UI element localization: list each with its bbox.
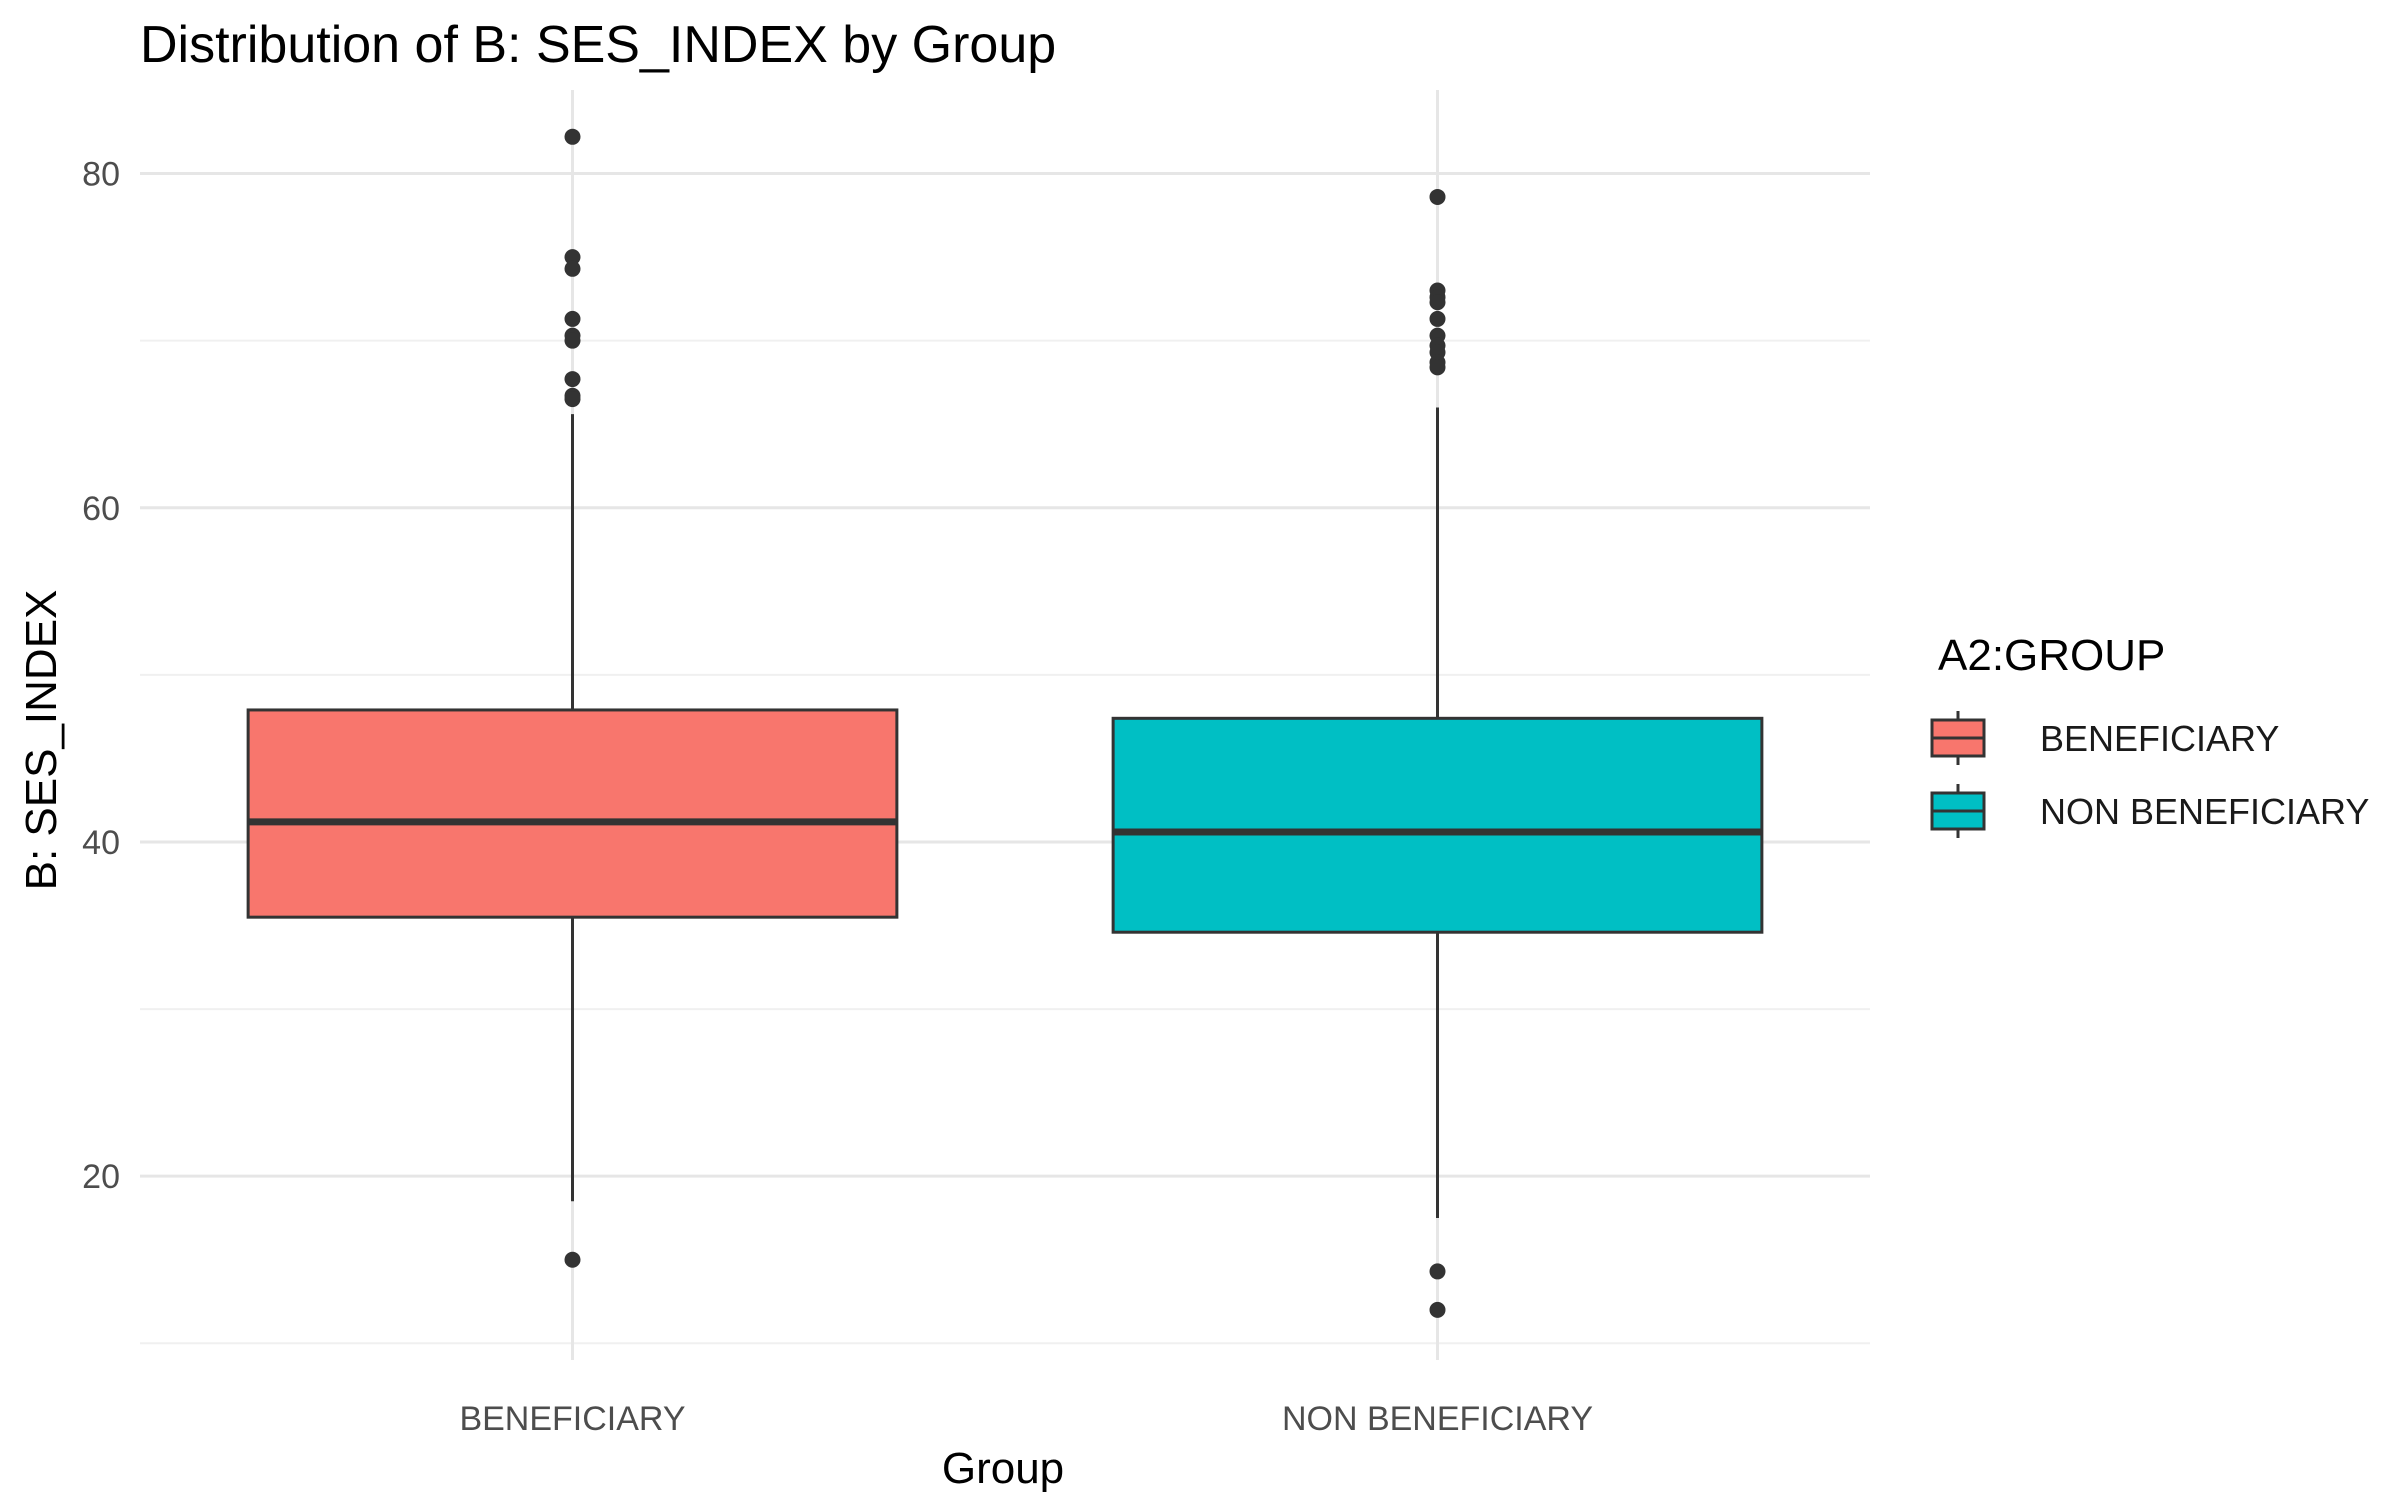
y-tick-label: 80 (82, 156, 120, 194)
boxplots (246, 128, 1764, 1318)
boxplot-beneficiary (246, 128, 899, 1268)
outlier-point (564, 249, 581, 266)
legend-item: BENEFICIARY (1930, 711, 2279, 765)
y-tick-label: 60 (82, 490, 120, 528)
legend-label: BENEFICIARY (2040, 718, 2279, 759)
outlier-point (1429, 310, 1446, 327)
x-tick-label: NON BENEFICIARY (1282, 1400, 1593, 1438)
x-axis-title: Group (942, 1444, 1064, 1493)
outlier-point (564, 1251, 581, 1268)
axis-ticks: 20 40 60 80 BENEFICIARY NON BENEFICIARY (82, 156, 1593, 1438)
outlier-point (564, 260, 581, 277)
outlier-point (1429, 1301, 1446, 1318)
outlier-point (564, 332, 581, 349)
legend: A2:GROUP BENEFICIARY NON BENEFICIARY (1930, 631, 2369, 838)
legend-title: A2:GROUP (1938, 631, 2165, 680)
legend-label: NON BENEFICIARY (2040, 791, 2369, 832)
y-tick-label: 20 (82, 1158, 120, 1196)
outlier-point (1429, 1263, 1446, 1280)
x-tick-label: BENEFICIARY (459, 1400, 685, 1438)
outlier-point (564, 310, 581, 327)
outlier-point (1429, 294, 1446, 311)
iqr-box (246, 708, 899, 919)
y-axis-title: B: SES_INDEX (17, 590, 66, 891)
outlier-point (1429, 359, 1446, 376)
y-tick-label: 40 (82, 824, 120, 862)
legend-item: NON BENEFICIARY (1930, 784, 2369, 838)
outlier-point (1429, 188, 1446, 205)
chart-title: Distribution of B: SES_INDEX by Group (140, 16, 1056, 74)
outlier-point (564, 128, 581, 145)
boxplot-non-beneficiary (1111, 188, 1764, 1318)
outlier-point (564, 371, 581, 388)
outlier-point (564, 391, 581, 408)
iqr-box (1111, 716, 1764, 934)
